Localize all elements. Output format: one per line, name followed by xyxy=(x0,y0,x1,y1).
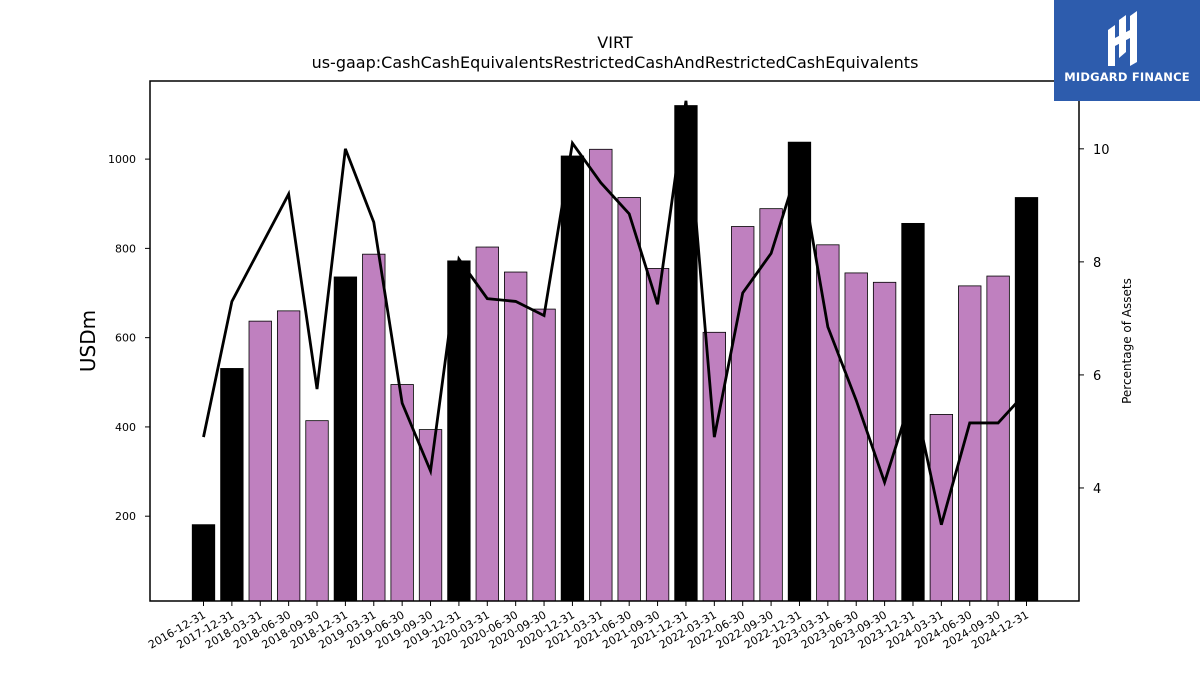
bar xyxy=(816,244,840,602)
bar xyxy=(759,208,783,602)
y2-tick-label: 8 xyxy=(1093,256,1101,271)
bar xyxy=(504,271,528,602)
y2-axis-label: Percentage of Assets xyxy=(1120,278,1134,404)
bar xyxy=(362,253,386,602)
y-tick-label: 600 xyxy=(115,332,136,345)
bar xyxy=(333,276,358,602)
y-tick-label: 800 xyxy=(115,242,136,255)
brand-name: MIDGARD FINANCE xyxy=(1064,70,1190,84)
bar xyxy=(390,384,414,602)
bar xyxy=(844,272,868,602)
series-line xyxy=(202,100,1028,526)
bar xyxy=(645,268,670,602)
bar xyxy=(560,155,585,602)
y2-tick-label: 10 xyxy=(1093,143,1110,158)
y-tick-label: 200 xyxy=(115,510,136,523)
bar xyxy=(872,281,897,602)
chart-title: VIRT xyxy=(597,33,633,52)
bar xyxy=(589,148,613,602)
bar xyxy=(276,310,301,602)
chart-subtitle: us-gaap:CashCashEquivalentsRestrictedCas… xyxy=(312,53,919,72)
bar xyxy=(220,368,244,602)
bar xyxy=(305,420,329,602)
bar xyxy=(248,320,272,602)
bar xyxy=(532,308,556,602)
plot-area: 2004006008001000468102016-12-312017-12-3… xyxy=(108,100,1110,652)
bar xyxy=(958,285,982,602)
bar xyxy=(929,414,954,602)
brand-logo: MIDGARD FINANCE xyxy=(1054,0,1200,101)
midgard-logo-icon xyxy=(1108,11,1137,66)
bar xyxy=(986,275,1010,602)
bar xyxy=(901,222,925,602)
y2-tick-label: 6 xyxy=(1093,369,1101,384)
y-tick-label: 1000 xyxy=(108,153,136,166)
plot-frame xyxy=(149,80,1080,602)
y-tick-label: 400 xyxy=(115,421,136,434)
y-axis-label: USDm xyxy=(76,310,100,372)
bar xyxy=(702,331,726,602)
bar xyxy=(191,524,216,602)
bar xyxy=(617,197,641,602)
y2-tick-label: 4 xyxy=(1093,482,1101,497)
